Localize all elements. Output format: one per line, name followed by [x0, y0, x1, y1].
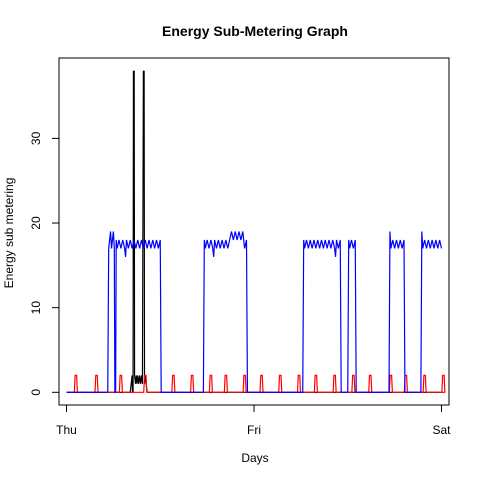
- plot-lines: [66, 70, 446, 393]
- y-tick-label: 10: [29, 301, 43, 315]
- x-axis-label: Days: [241, 451, 268, 465]
- x-tick-label: Fri: [247, 423, 261, 437]
- sub-metering-3-line: [66, 231, 443, 393]
- plot-frame: [58, 57, 450, 406]
- y-tick-label: 0: [29, 389, 43, 396]
- y-tick-label: 20: [29, 216, 43, 230]
- chart-title: Energy Sub-Metering Graph: [162, 23, 348, 39]
- x-tick-label: Sat: [432, 423, 451, 437]
- y-tick-label: 30: [29, 131, 43, 145]
- y-axis-label: Energy sub metering: [2, 178, 16, 289]
- x-tick-label: Thu: [56, 423, 77, 437]
